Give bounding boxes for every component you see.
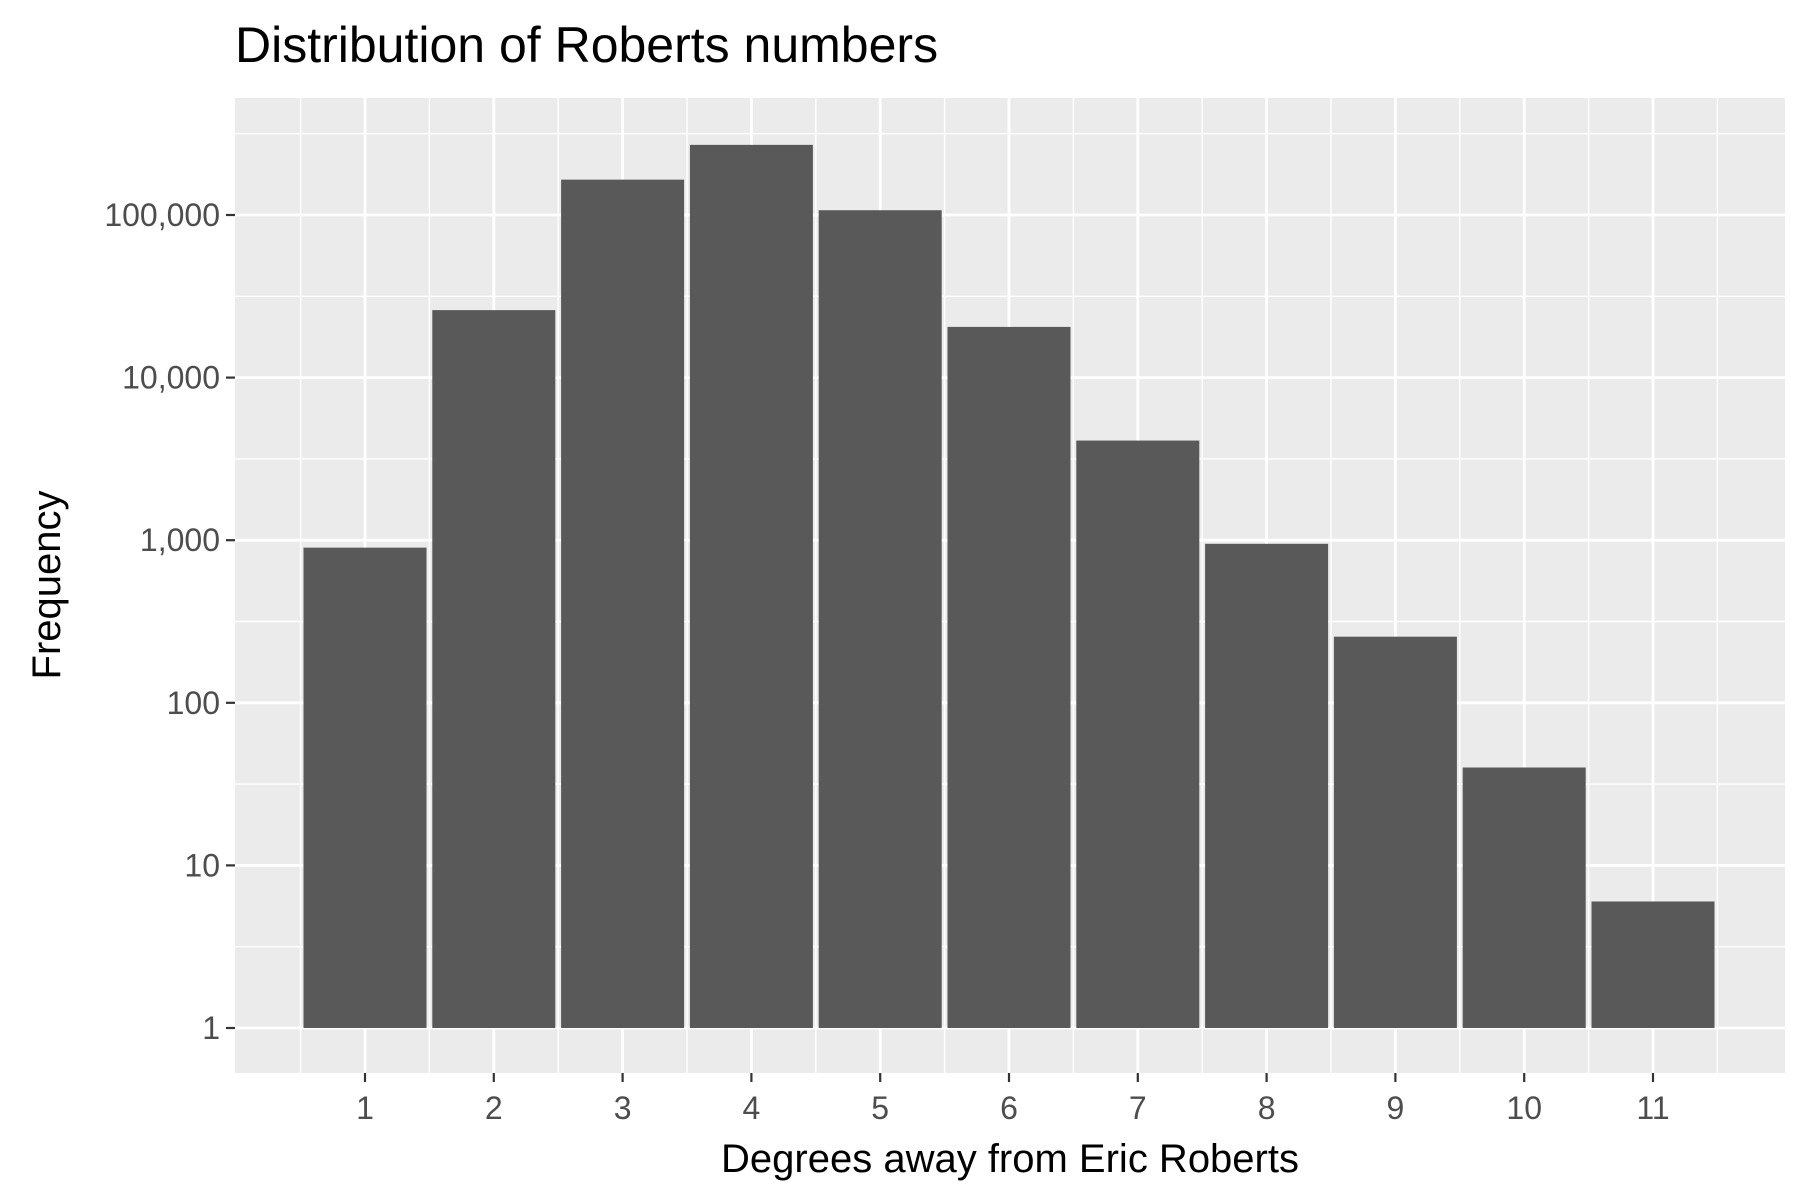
x-tick-label: 11 <box>1636 1090 1669 1126</box>
x-tick-label: 7 <box>1129 1090 1147 1126</box>
x-tick-label: 3 <box>614 1090 632 1126</box>
bar-2 <box>432 310 556 1028</box>
y-tick-label: 10,000 <box>122 360 220 396</box>
x-axis-ticks: 1 2 3 4 5 6 7 8 9 10 11 <box>356 1073 1670 1126</box>
bar-5 <box>818 210 942 1029</box>
x-tick-label: 1 <box>356 1090 374 1126</box>
x-tick-label: 8 <box>1258 1090 1276 1126</box>
y-axis-ticks: 1 10 100 1,000 10,000 100,000 <box>104 197 235 1046</box>
y-tick-label: 1,000 <box>140 522 220 558</box>
y-tick-label: 1 <box>202 1010 220 1046</box>
y-tick-label: 100 <box>167 685 220 721</box>
x-tick-label: 9 <box>1387 1090 1405 1126</box>
bar-10 <box>1462 767 1586 1028</box>
bar-11 <box>1591 901 1715 1028</box>
bars <box>303 144 1715 1029</box>
y-tick-label: 10 <box>184 847 220 883</box>
x-tick-label: 2 <box>485 1090 503 1126</box>
chart-title: Distribution of Roberts numbers <box>235 17 938 73</box>
bar-1 <box>303 547 427 1028</box>
bar-6 <box>947 326 1071 1028</box>
x-tick-label: 10 <box>1506 1090 1542 1126</box>
y-tick-label: 100,000 <box>104 197 220 233</box>
x-tick-label: 5 <box>871 1090 889 1126</box>
bar-3 <box>561 179 685 1029</box>
bar-7 <box>1076 440 1200 1028</box>
y-axis-title: Frequency <box>25 491 69 680</box>
x-axis-title: Degrees away from Eric Roberts <box>721 1137 1299 1181</box>
bar-4 <box>689 144 813 1029</box>
x-tick-label: 6 <box>1000 1090 1018 1126</box>
x-tick-label: 4 <box>743 1090 761 1126</box>
bar-9 <box>1333 636 1457 1028</box>
bar-8 <box>1205 543 1329 1028</box>
